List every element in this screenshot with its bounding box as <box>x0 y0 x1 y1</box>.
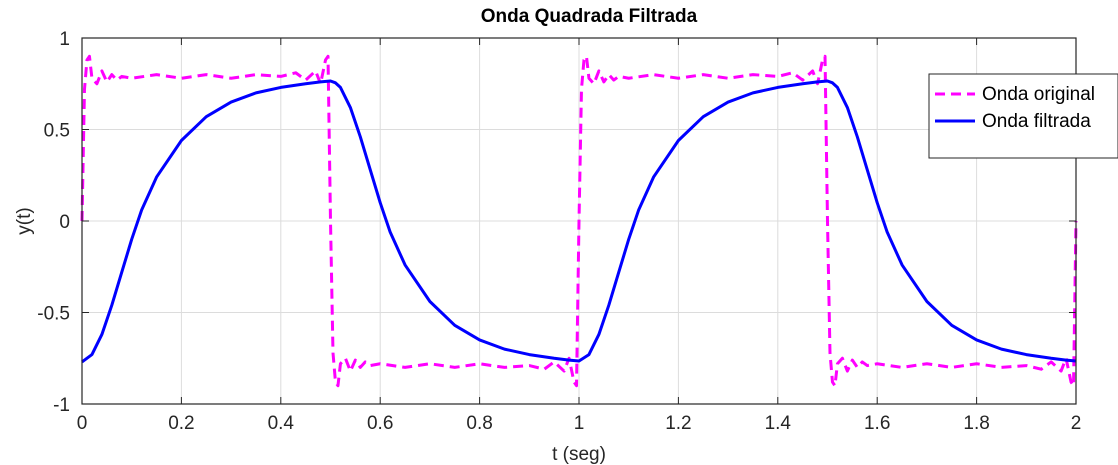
x-tick-label: 0.2 <box>168 413 194 434</box>
legend-label-original: Onda original <box>982 84 1095 105</box>
y-axis-label: y(t) <box>14 207 35 234</box>
legend-box <box>928 73 1118 159</box>
x-tick-label: 0.4 <box>268 413 295 434</box>
x-tick-label: 0.6 <box>367 413 393 434</box>
x-tick-label: 1 <box>574 413 585 434</box>
legend-label-filtered: Onda filtrada <box>982 111 1091 132</box>
x-tick-label: 1.8 <box>963 413 989 434</box>
x-tick-label: 1.2 <box>665 413 691 434</box>
y-tick-label: 0 <box>59 212 70 233</box>
ticks: 0 0.2 0.4 0.6 0.8 1 1.2 1.4 1.6 1.8 2 -1 -0.5 0 0.5 1 <box>37 29 1081 434</box>
x-tick-label: 2 <box>1071 413 1082 434</box>
x-axis-label: t (seg) <box>552 444 606 465</box>
x-tick-label: 0.8 <box>466 413 492 434</box>
chart-title: Onda Quadrada Filtrada <box>481 6 698 27</box>
series-line-original <box>80 54 1078 388</box>
series-line-filtered <box>81 79 1077 364</box>
x-tick-label: 1.6 <box>864 413 890 434</box>
y-tick-label: -0.5 <box>37 304 70 325</box>
x-tick-label: 0 <box>77 413 88 434</box>
y-tick-label: -1 <box>53 395 70 416</box>
legend: Onda original Onda filtrada <box>928 73 1118 159</box>
y-tick-label: 1 <box>59 29 70 50</box>
x-tick-label: 1.4 <box>765 413 792 434</box>
plot-lines <box>80 54 1078 388</box>
y-tick-label: 0.5 <box>44 121 70 142</box>
